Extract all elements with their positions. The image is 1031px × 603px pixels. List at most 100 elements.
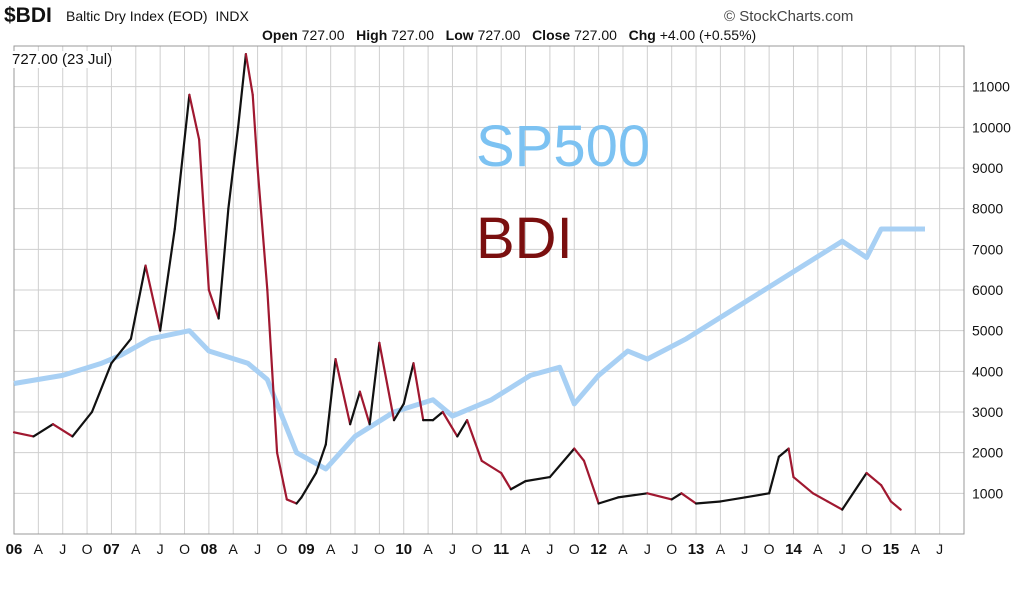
- x-tick-label: O: [666, 541, 677, 557]
- x-tick-label: J: [741, 541, 748, 557]
- x-tick-label: A: [813, 541, 823, 557]
- bdi-segment: [412, 362, 425, 422]
- x-tick-label: A: [34, 541, 44, 557]
- x-tick-label: 13: [688, 541, 705, 558]
- bdi-segment: [12, 431, 35, 438]
- bdi-segment: [71, 410, 94, 438]
- x-tick-label: A: [716, 541, 726, 557]
- sp500-line: [13, 226, 925, 472]
- bdi-segment: [811, 492, 829, 503]
- bdi-segment: [841, 471, 868, 511]
- bdi-segment: [743, 492, 771, 499]
- bdi-segment: [144, 264, 162, 332]
- x-tick-label: J: [644, 541, 651, 557]
- x-tick-label: A: [521, 541, 531, 557]
- bdi-segment: [110, 337, 133, 365]
- bdi-segment: [256, 166, 269, 292]
- bdi-segment: [670, 492, 683, 501]
- bdi-segment: [244, 53, 254, 96]
- high-value: 727.00: [391, 27, 434, 43]
- bdi-segment: [237, 53, 247, 129]
- x-tick-label: O: [764, 541, 775, 557]
- bdi-segment: [300, 471, 318, 499]
- bdi-segment: [889, 500, 902, 511]
- x-tick-label: A: [229, 541, 239, 557]
- bdi-segment: [680, 492, 698, 505]
- bdi-segment: [32, 423, 55, 438]
- x-tick-label: 11: [493, 541, 509, 558]
- bdi-segment: [582, 459, 600, 505]
- x-tick-label: O: [471, 541, 482, 557]
- x-tick-label: 07: [103, 541, 120, 558]
- y-tick-label: 2000: [972, 445, 1003, 461]
- open-label: Open: [262, 27, 298, 43]
- y-tick-label: 6000: [972, 282, 1003, 298]
- bdi-series: [12, 53, 902, 511]
- bdi-segment: [524, 475, 551, 483]
- bdi-segment: [880, 484, 893, 503]
- brand-label: © StockCharts.com: [724, 8, 854, 25]
- x-tick-label: O: [861, 541, 872, 557]
- y-axis: 1000 2000 3000 4000 5000 6000 7000 8000 9000 1000…: [972, 79, 1011, 502]
- bdi-segment: [227, 126, 240, 210]
- bdi-segment: [334, 358, 352, 426]
- bdi-segment: [358, 390, 371, 426]
- bdi-segment: [431, 410, 444, 422]
- bdi-segment: [251, 93, 259, 170]
- bdi-segment: [617, 492, 649, 499]
- bdi-segment: [392, 402, 405, 422]
- x-tick-label: 06: [6, 541, 23, 558]
- x-tick-label: 14: [785, 541, 802, 558]
- bdi-segment: [465, 419, 483, 462]
- bdi-segment: [768, 455, 780, 495]
- bdi-segment: [694, 500, 722, 505]
- x-tick-label: O: [179, 541, 190, 557]
- plot-frame: [13, 45, 965, 535]
- bdi-segment: [349, 390, 361, 426]
- bdi-segment: [826, 500, 844, 511]
- chg-value: +4.00 (+0.55%): [659, 27, 757, 43]
- x-tick-label: J: [449, 541, 456, 557]
- x-tick-label: A: [326, 541, 336, 557]
- bdi-segment: [90, 362, 113, 414]
- bdi-segment: [441, 410, 459, 438]
- x-tick-label: 12: [590, 541, 607, 558]
- x-tick-label: A: [131, 541, 141, 557]
- ohlc-line: Open 727.00 High 727.00 Low 727.00 Close…: [262, 27, 756, 43]
- bdi-annotation: BDI: [476, 206, 573, 271]
- y-tick-label: 11000: [972, 79, 1010, 95]
- x-axis: 06 A J O 07 A J O 08 A J O 09 A J O 10 A J O 11 A J O 12 A J O 13 A J O…: [6, 541, 943, 558]
- low-value: 727.00: [477, 27, 521, 43]
- bdi-segment: [646, 492, 673, 501]
- sp500-series: [13, 226, 925, 472]
- x-tick-label: J: [254, 541, 261, 557]
- bdi-segment: [509, 480, 527, 491]
- x-tick-label: J: [59, 541, 66, 557]
- y-tick-label: 8000: [972, 201, 1003, 217]
- x-tick-label: O: [82, 541, 93, 557]
- bdi-segment: [207, 288, 220, 320]
- x-tick-label: J: [546, 541, 553, 557]
- last-value-label: 727.00 (23 Jul): [12, 51, 113, 68]
- bdi-segment: [777, 447, 790, 458]
- bdi-segment: [275, 451, 288, 501]
- x-tick-label: J: [936, 541, 943, 557]
- bdi-segment: [368, 341, 381, 426]
- y-tick-label: 9000: [972, 160, 1003, 176]
- x-tick-label: A: [911, 541, 921, 557]
- y-tick-label: 10000: [972, 119, 1011, 135]
- x-tick-label: J: [157, 541, 164, 557]
- y-tick-label: 4000: [972, 363, 1003, 379]
- open-value: 727.00: [301, 27, 345, 43]
- high-label: High: [356, 27, 388, 43]
- bdi-segment: [500, 471, 513, 491]
- bdi-segment: [719, 496, 746, 503]
- x-tick-label: A: [618, 541, 628, 557]
- x-tick-label: 09: [298, 541, 315, 558]
- bdi-segment: [792, 475, 815, 495]
- bdi-segment: [173, 93, 191, 231]
- bdi-segment: [865, 471, 883, 487]
- bdi-segment: [573, 447, 586, 462]
- ticker-name: Baltic Dry Index (EOD) INDX: [66, 8, 249, 24]
